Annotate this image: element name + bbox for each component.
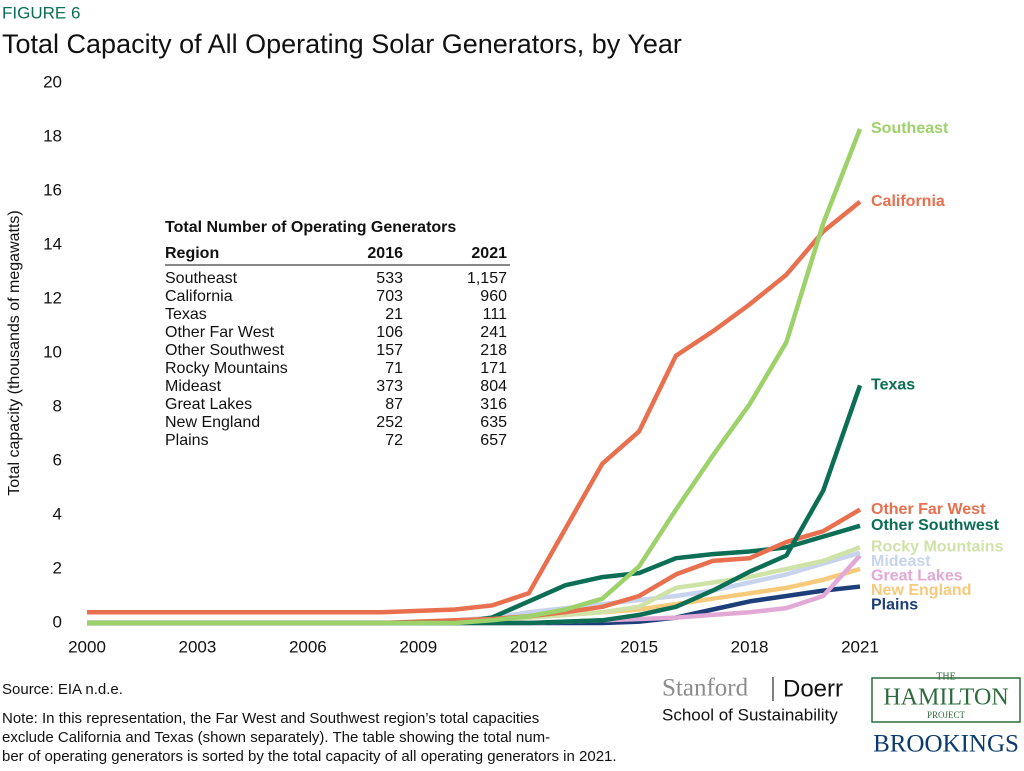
legend-label: Southeast bbox=[871, 120, 949, 137]
table-cell: Southeast bbox=[165, 270, 238, 287]
note-line: Note: In this representation, the Far We… bbox=[2, 710, 539, 727]
logo-box bbox=[871, 677, 1021, 723]
note-line: ber of operating generators is sorted by… bbox=[2, 748, 617, 765]
y-tick-label: 6 bbox=[53, 450, 62, 469]
note-line: exclude California and Texas (shown sepa… bbox=[2, 729, 550, 746]
table-cell: Rocky Mountains bbox=[165, 360, 288, 377]
legend-label: Great Lakes bbox=[871, 568, 963, 585]
y-tick-label: 16 bbox=[43, 180, 62, 199]
x-tick-label: 2018 bbox=[731, 637, 769, 656]
table-cell: 703 bbox=[376, 288, 403, 305]
table-cell: 21 bbox=[385, 306, 403, 323]
legend-label: Plains bbox=[871, 597, 918, 614]
y-tick-label: 2 bbox=[53, 558, 62, 577]
table-header: 2021 bbox=[471, 245, 507, 262]
chart-title: Total Capacity of All Operating Solar Ge… bbox=[2, 29, 682, 59]
legend-label: Mideast bbox=[871, 553, 931, 570]
table-cell: 218 bbox=[480, 342, 507, 359]
table-cell: 72 bbox=[385, 432, 403, 449]
table-title: Total Number of Operating Generators bbox=[165, 219, 456, 236]
table-cell: Great Lakes bbox=[165, 396, 252, 413]
y-tick-label: 8 bbox=[53, 396, 62, 415]
x-tick-label: 2006 bbox=[289, 637, 327, 656]
y-tick-label: 10 bbox=[43, 342, 62, 361]
table-cell: 106 bbox=[376, 324, 403, 341]
legend-label: Other Far West bbox=[871, 501, 986, 518]
table-cell: Texas bbox=[165, 306, 207, 323]
series-line bbox=[87, 128, 863, 626]
table-cell: 171 bbox=[480, 360, 507, 377]
legend-label: New England bbox=[871, 582, 971, 599]
x-tick-label: 2015 bbox=[620, 637, 658, 656]
logo-project: PROJECT bbox=[927, 710, 966, 720]
table-cell: Other Far West bbox=[165, 324, 275, 341]
table-cell: 111 bbox=[483, 306, 507, 323]
x-tick-label: 2021 bbox=[841, 637, 879, 656]
source: Source: EIA n.d.e. bbox=[2, 681, 123, 698]
y-tick-label: 18 bbox=[43, 126, 62, 145]
y-axis-label: Total capacity (thousands of megawatts) bbox=[6, 210, 23, 495]
table-cell: 657 bbox=[480, 432, 507, 449]
table-cell: 533 bbox=[376, 270, 403, 287]
table-cell: 804 bbox=[480, 378, 507, 395]
legend-label: Texas bbox=[871, 377, 915, 394]
x-tick-label: 2012 bbox=[510, 637, 548, 656]
logo-the: THE bbox=[936, 671, 955, 682]
table-cell: Mideast bbox=[165, 378, 222, 395]
table-cell: Other Southwest bbox=[165, 342, 285, 359]
figure-label: FIGURE 6 bbox=[2, 3, 80, 22]
y-tick-label: 4 bbox=[53, 504, 62, 523]
logo-hamilton: HAMILTON bbox=[883, 685, 1008, 711]
x-tick-label: 2000 bbox=[68, 637, 106, 656]
legend-label: California bbox=[871, 193, 945, 210]
table-cell: 157 bbox=[376, 342, 403, 359]
table-cell: 87 bbox=[385, 396, 403, 413]
legend-label: Other Southwest bbox=[871, 517, 1000, 534]
table-cell: 316 bbox=[480, 396, 507, 413]
table-cell: 71 bbox=[385, 360, 403, 377]
table-header: Region bbox=[165, 245, 219, 262]
table-cell: 241 bbox=[480, 324, 507, 341]
table-cell: 635 bbox=[480, 414, 507, 431]
table-cell: Plains bbox=[165, 432, 209, 449]
logo-doerr: Doerr bbox=[783, 675, 843, 702]
x-tick-label: 2003 bbox=[179, 637, 217, 656]
table-cell: 373 bbox=[376, 378, 403, 395]
legend-label: Rocky Mountains bbox=[871, 539, 1004, 556]
y-tick-label: 0 bbox=[53, 612, 62, 631]
y-tick-label: 14 bbox=[43, 234, 62, 253]
table-cell: California bbox=[165, 288, 233, 305]
table-cell: New England bbox=[165, 414, 260, 431]
table-cell: 960 bbox=[480, 288, 507, 305]
y-tick-label: 12 bbox=[43, 288, 62, 307]
table-header: 2016 bbox=[367, 245, 403, 262]
y-tick-label: 20 bbox=[43, 72, 62, 91]
table-cell: 1,157 bbox=[467, 270, 507, 287]
table-cell: 252 bbox=[376, 414, 403, 431]
logo-stanford: Stanford bbox=[662, 675, 749, 702]
logo-school: School of Sustainability bbox=[662, 705, 838, 724]
x-tick-label: 2009 bbox=[399, 637, 437, 656]
series-line bbox=[87, 200, 862, 615]
logo-brookings: BROOKINGS bbox=[873, 731, 1019, 758]
